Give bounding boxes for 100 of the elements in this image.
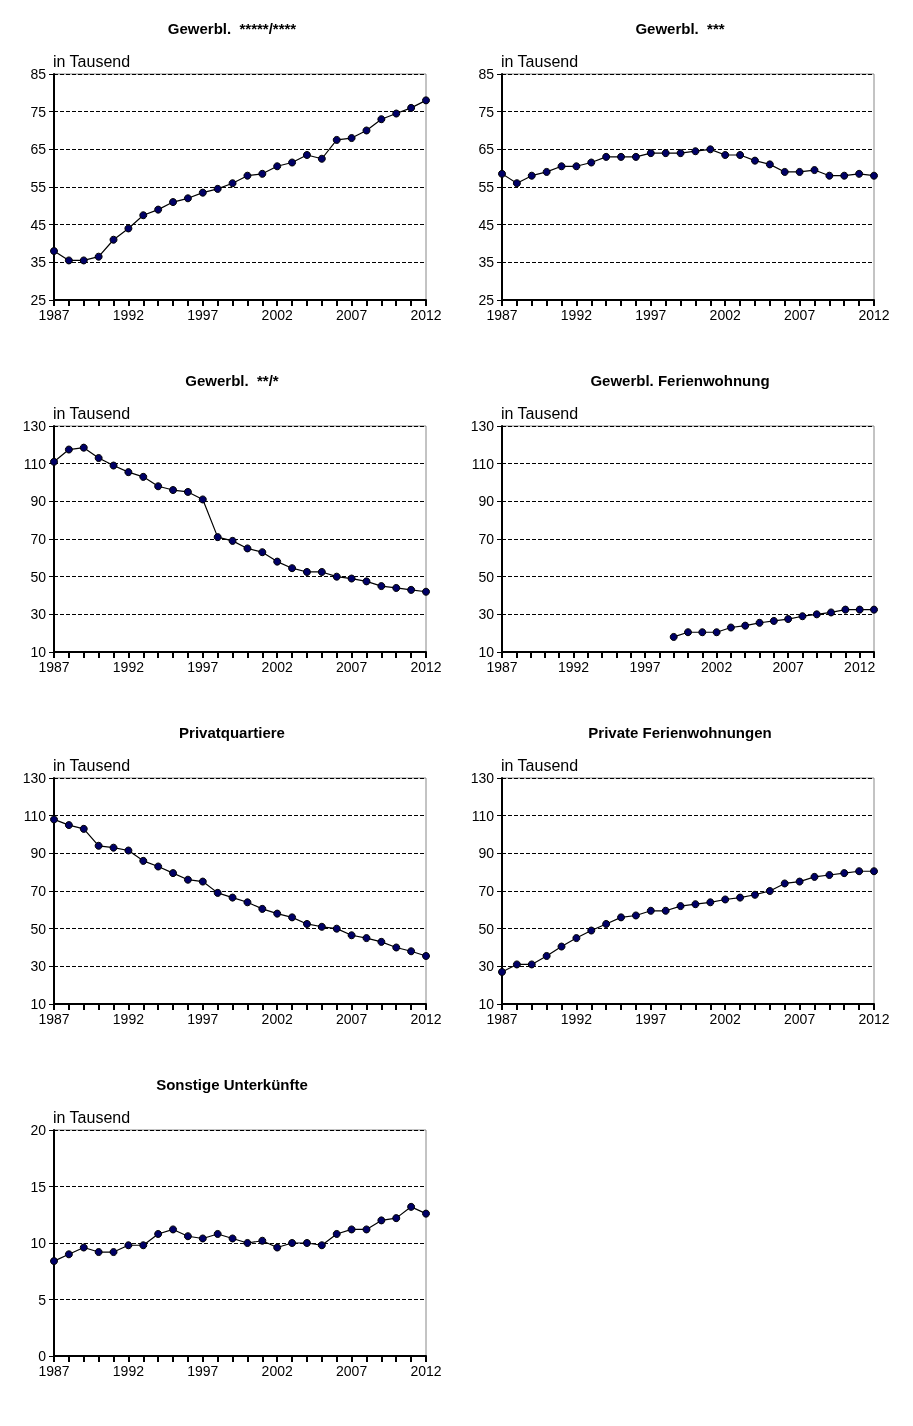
y-tick-label: 55 <box>30 179 47 195</box>
point <box>154 862 163 871</box>
x-tick-label: 2012 <box>844 659 876 675</box>
point <box>273 909 282 918</box>
y-tick-label: 130 <box>470 418 495 434</box>
point <box>870 605 878 614</box>
point <box>587 158 596 167</box>
y-tick-label: 50 <box>478 568 495 585</box>
x-tick-label: 1987 <box>486 659 518 675</box>
point <box>669 632 678 641</box>
point <box>726 623 735 632</box>
point <box>855 169 864 178</box>
point <box>798 612 807 621</box>
y-tick-label: 25 <box>478 292 495 308</box>
point <box>572 934 581 943</box>
point <box>646 906 655 915</box>
point <box>377 1216 386 1225</box>
point <box>302 150 311 159</box>
point <box>631 152 640 161</box>
y-tick-label: 10 <box>30 1235 47 1251</box>
x-tick-label: 1987 <box>38 1011 70 1027</box>
point <box>855 867 864 876</box>
chart-title: Private Ferienwohnungen <box>588 724 772 741</box>
chart-title: Privatquartiere <box>179 724 285 741</box>
point <box>258 169 267 178</box>
point <box>542 951 551 960</box>
point <box>587 926 596 935</box>
point <box>684 628 692 637</box>
point <box>661 906 670 915</box>
y-axis-title: in Tausend <box>53 404 131 422</box>
x-tick-label: 1992 <box>560 307 593 323</box>
y-tick-label: 110 <box>23 455 47 472</box>
x-tick-label: 2007 <box>336 1363 368 1379</box>
y-tick-label: 10 <box>30 644 47 660</box>
point <box>50 247 58 256</box>
y-tick-label: 130 <box>470 770 495 786</box>
point <box>332 924 341 933</box>
chart-title: Gewerbl. **/* <box>185 372 279 389</box>
y-axis-title: in Tausend <box>53 1108 131 1126</box>
point <box>407 1202 416 1211</box>
chart-title: Gewerbl. *** <box>635 20 725 37</box>
point <box>213 533 222 542</box>
y-axis-title: in Tausend <box>53 756 131 774</box>
x-tick-label: 1997 <box>635 307 667 323</box>
x-tick-label: 2002 <box>709 307 741 323</box>
y-tick-label: 65 <box>478 141 495 158</box>
point <box>512 960 521 969</box>
point <box>109 235 118 244</box>
point <box>631 911 640 920</box>
point <box>94 1248 103 1257</box>
y-tick-label: 5 <box>38 1291 47 1308</box>
point <box>273 1243 282 1252</box>
x-tick-label: 1992 <box>112 1011 145 1027</box>
x-tick-label: 1992 <box>560 1011 593 1027</box>
point <box>755 618 764 627</box>
x-tick-label: 1987 <box>38 307 70 323</box>
y-tick-label: 30 <box>30 958 47 975</box>
x-tick-label: 2012 <box>410 659 442 675</box>
point <box>377 937 386 946</box>
point <box>109 843 118 852</box>
point <box>64 445 73 454</box>
y-tick-label: 30 <box>30 606 47 623</box>
point <box>169 486 178 495</box>
x-tick-label: 1992 <box>557 659 590 675</box>
point <box>50 1257 58 1266</box>
point <box>332 135 341 144</box>
point <box>213 1229 222 1238</box>
point <box>228 179 237 188</box>
point <box>258 1236 267 1245</box>
y-tick-label: 15 <box>30 1178 47 1195</box>
point <box>377 115 386 124</box>
point <box>79 1243 88 1252</box>
point <box>243 898 252 907</box>
x-tick-label: 1997 <box>635 1011 667 1027</box>
point <box>79 824 88 833</box>
y-axis-title: in Tausend <box>53 52 131 70</box>
y-tick-label: 30 <box>478 958 495 975</box>
point <box>422 1209 430 1218</box>
x-tick-label: 2007 <box>336 307 368 323</box>
y-tick-label: 50 <box>478 920 495 937</box>
point <box>780 167 789 176</box>
point <box>139 1241 148 1250</box>
point <box>498 169 506 178</box>
point <box>392 583 401 592</box>
point <box>228 893 237 902</box>
point <box>765 887 774 895</box>
x-tick-label: 2012 <box>858 307 890 323</box>
y-tick-label: 45 <box>478 216 495 233</box>
x-tick-label: 1987 <box>38 1363 70 1379</box>
point <box>422 587 430 596</box>
point <box>228 536 237 545</box>
point <box>94 252 103 261</box>
point <box>392 109 401 118</box>
point <box>317 922 326 931</box>
x-tick-label: 2007 <box>336 1011 368 1027</box>
y-tick-label: 130 <box>22 770 47 786</box>
x-tick-label: 2002 <box>261 1363 293 1379</box>
point <box>198 877 207 886</box>
point <box>288 564 297 573</box>
y-tick-label: 30 <box>478 606 495 623</box>
